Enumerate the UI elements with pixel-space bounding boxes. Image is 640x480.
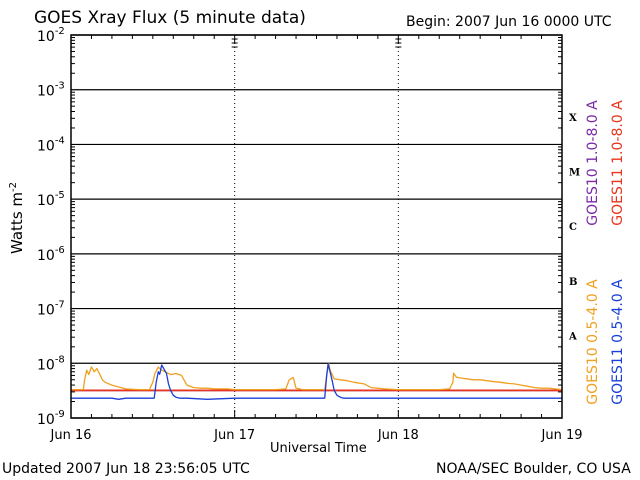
- plot-frame: [70, 34, 563, 419]
- y-tick-label: 10-8: [37, 354, 65, 373]
- y-tick-label: 10-6: [37, 245, 65, 264]
- y-tick-label: 10-7: [37, 300, 65, 319]
- y-tick-label: 10-3: [37, 81, 65, 100]
- grid-layer: [70, 34, 563, 419]
- flare-class-label: A: [568, 332, 577, 343]
- tick-label-layer: 10-9 10-8 10-7 10-6 10-5 10-4 10-3 10-2 Jun 16 Ju…: [37, 26, 583, 443]
- begin-label: Begin: 2007 Jun 16 0000 UTC: [406, 14, 612, 30]
- legend-label: GOES10 1.0-8.0 A: [585, 100, 601, 226]
- series-line-2: [71, 363, 563, 391]
- frame-layer: [70, 34, 563, 419]
- flare-class-label: B: [569, 277, 577, 288]
- x-axis-label: Universal Time: [270, 441, 367, 456]
- updated-timestamp: Updated 2007 Jun 18 23:56:05 UTC: [2, 461, 250, 477]
- flare-class-label: M: [569, 168, 580, 179]
- credit-label: NOAA/SEC Boulder, CO USA: [436, 461, 631, 477]
- flare-class-label: X: [569, 113, 577, 124]
- x-tick-label: Jun 18: [377, 428, 419, 443]
- y-tick-label: 10-2: [37, 26, 65, 45]
- y-tick-label: 10-9: [37, 409, 65, 428]
- x-tick-label: Jun 19: [541, 428, 583, 443]
- legend-label: GOES10 0.5-4.0 A: [585, 279, 601, 405]
- y-axis-label: Watts m-2: [8, 181, 26, 255]
- legend-label: GOES11 1.0-8.0 A: [610, 100, 626, 226]
- chart-title: GOES Xray Flux (5 minute data): [34, 8, 306, 28]
- series-line-3: [71, 363, 562, 400]
- legend-label: GOES11 0.5-4.0 A: [610, 279, 626, 405]
- y-tick-label: 10-4: [37, 135, 65, 154]
- y-tick-label: 10-5: [37, 190, 65, 209]
- series-layer: [71, 363, 563, 400]
- flare-class-label: C: [569, 222, 577, 233]
- x-tick-label: Jun 17: [213, 428, 255, 443]
- x-tick-label: Jun 16: [50, 428, 92, 443]
